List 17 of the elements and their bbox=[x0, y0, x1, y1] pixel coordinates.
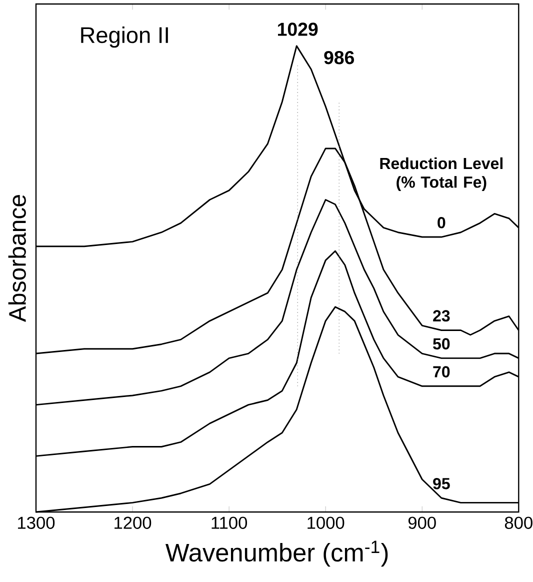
x-tick-label: 900 bbox=[408, 516, 436, 529]
series-label: 95 bbox=[432, 478, 450, 490]
series-label: 23 bbox=[432, 310, 450, 322]
x-tick-label: 1000 bbox=[307, 516, 344, 529]
y-axis-title: Absorbance bbox=[8, 195, 26, 322]
x-tick-label: 1200 bbox=[114, 516, 151, 529]
annotation: Region II bbox=[81, 26, 168, 48]
ref-line-label: 1029 bbox=[278, 22, 318, 36]
series-label: 50 bbox=[432, 338, 450, 350]
x-axis-title: Wavenumber (cm$^{-1}$) bbox=[165, 540, 388, 567]
x-tick-label: 1300 bbox=[18, 516, 54, 529]
x-tick-label: 1100 bbox=[212, 516, 247, 529]
series-label: 0 bbox=[437, 216, 446, 228]
x-tick-label: 800 bbox=[504, 516, 532, 529]
ref-line-label: 986 bbox=[324, 50, 354, 64]
legend-title: Reduction Level (% Total Fe) bbox=[380, 157, 502, 191]
series-label: 70 bbox=[433, 366, 450, 378]
